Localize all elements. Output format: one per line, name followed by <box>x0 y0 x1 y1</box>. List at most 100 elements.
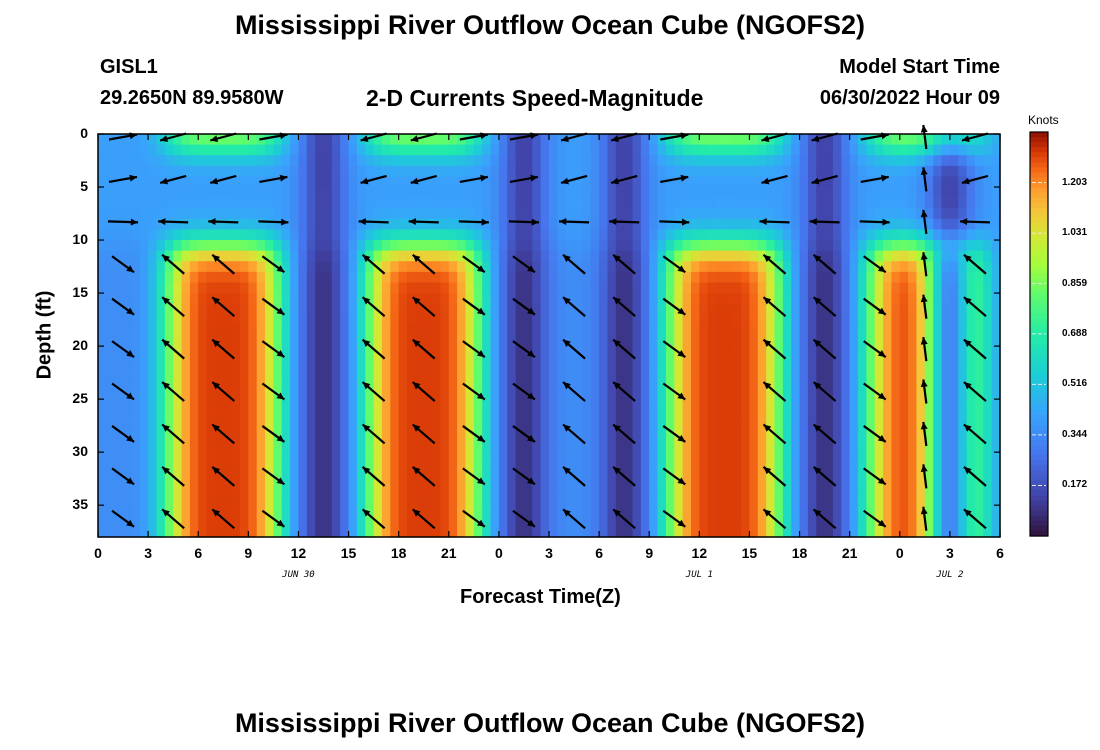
heatmap-cell <box>974 483 984 496</box>
heatmap-cell <box>465 314 475 326</box>
heatmap-cell <box>315 165 325 178</box>
heatmap-cell <box>832 377 842 390</box>
y-tick-label: 30 <box>72 443 88 460</box>
heatmap-cell <box>348 165 358 178</box>
heatmap-cell <box>933 409 943 421</box>
heatmap-cell <box>657 250 667 262</box>
heatmap-cell <box>690 483 700 496</box>
heatmap-cell <box>365 314 375 326</box>
heatmap-cell <box>690 356 700 368</box>
heatmap-cell <box>874 218 884 231</box>
current-vector <box>961 174 989 185</box>
colorbar-segment <box>1030 354 1048 360</box>
heatmap-cell <box>223 218 233 231</box>
heatmap-cell <box>824 250 834 262</box>
heatmap-cell <box>724 134 734 146</box>
heatmap-cell <box>173 324 183 337</box>
heatmap-cell <box>949 346 959 358</box>
heatmap-cell <box>891 134 901 146</box>
colorbar-segment <box>1030 389 1048 396</box>
heatmap-cell <box>941 420 951 432</box>
heatmap-cell <box>599 335 609 347</box>
heatmap-cell <box>574 377 584 390</box>
heatmap-cell <box>515 187 525 199</box>
heatmap-cell <box>924 473 934 485</box>
heatmap-cell <box>615 155 625 167</box>
heatmap-cell <box>883 420 893 432</box>
heatmap-cell <box>908 483 918 496</box>
heatmap-cell <box>407 377 416 390</box>
heatmap-cell <box>340 388 350 400</box>
heatmap-cell <box>214 324 224 337</box>
heatmap-cell <box>323 324 333 337</box>
heatmap-cell <box>690 505 700 517</box>
heatmap-cell <box>457 462 467 474</box>
heatmap-cell <box>98 176 107 188</box>
heatmap-cell <box>615 250 625 262</box>
heatmap-cell <box>173 335 183 347</box>
heatmap-cell <box>891 293 901 305</box>
heatmap-cell <box>173 134 183 146</box>
heatmap-cell <box>891 441 901 453</box>
heatmap-cell <box>966 324 976 337</box>
heatmap-cell <box>348 144 358 156</box>
heatmap-cell <box>265 314 274 326</box>
heatmap-cell <box>532 229 542 241</box>
heatmap-cell <box>265 155 274 167</box>
heatmap-cell <box>807 346 817 358</box>
colorbar-segment <box>1030 339 1048 345</box>
heatmap-cell <box>774 165 784 178</box>
heatmap-cell <box>582 324 592 337</box>
heatmap-cell <box>941 377 951 390</box>
heatmap-cell <box>707 176 717 188</box>
heatmap-cell <box>498 409 508 421</box>
colorbar-segment <box>1030 222 1048 229</box>
heatmap-cell <box>624 462 634 474</box>
heatmap-cell <box>423 240 433 252</box>
heatmap-cell <box>465 473 475 485</box>
heatmap-cell <box>523 176 533 188</box>
heatmap-cell <box>131 176 141 188</box>
heatmap-cell <box>298 441 308 453</box>
current-vector <box>762 296 787 318</box>
heatmap-cell <box>716 261 725 273</box>
heatmap-cell <box>816 441 826 453</box>
heatmap-cell <box>148 314 158 326</box>
heatmap-cell <box>315 229 325 241</box>
heatmap-cell <box>139 240 149 252</box>
heatmap-cell <box>824 462 834 474</box>
heatmap-cell <box>590 240 600 252</box>
heatmap-cell <box>114 240 124 252</box>
heatmap-cell <box>749 240 759 252</box>
heatmap-cell <box>356 388 366 400</box>
heatmap-cell <box>782 208 792 220</box>
heatmap-cell <box>741 515 751 527</box>
heatmap-cell <box>883 505 893 517</box>
heatmap-cell <box>432 187 442 199</box>
heatmap-cell <box>457 229 467 241</box>
heatmap-cell <box>607 324 617 337</box>
heatmap-cell <box>732 377 742 390</box>
heatmap-cell <box>549 144 558 156</box>
heatmap-cell <box>557 388 567 400</box>
heatmap-cell <box>941 261 951 273</box>
heatmap-cell <box>908 271 918 284</box>
heatmap-cell <box>189 165 199 178</box>
heatmap-cell <box>816 483 826 496</box>
current-vector <box>963 508 987 530</box>
heatmap-cell <box>590 314 600 326</box>
heatmap-cell <box>348 250 358 262</box>
heatmap-cell <box>799 134 809 146</box>
heatmap-cell <box>991 430 1001 443</box>
heatmap-cell <box>173 441 183 453</box>
heatmap-cell <box>582 176 592 188</box>
heatmap-cell <box>690 155 700 167</box>
heatmap-cell <box>716 346 725 358</box>
heatmap-cell <box>924 282 934 294</box>
heatmap-cell <box>331 303 341 315</box>
heatmap-cell <box>114 176 124 188</box>
heatmap-cell <box>824 176 834 188</box>
heatmap-cell <box>239 229 249 241</box>
heatmap-cell <box>549 229 558 241</box>
heatmap-cell <box>615 165 625 178</box>
